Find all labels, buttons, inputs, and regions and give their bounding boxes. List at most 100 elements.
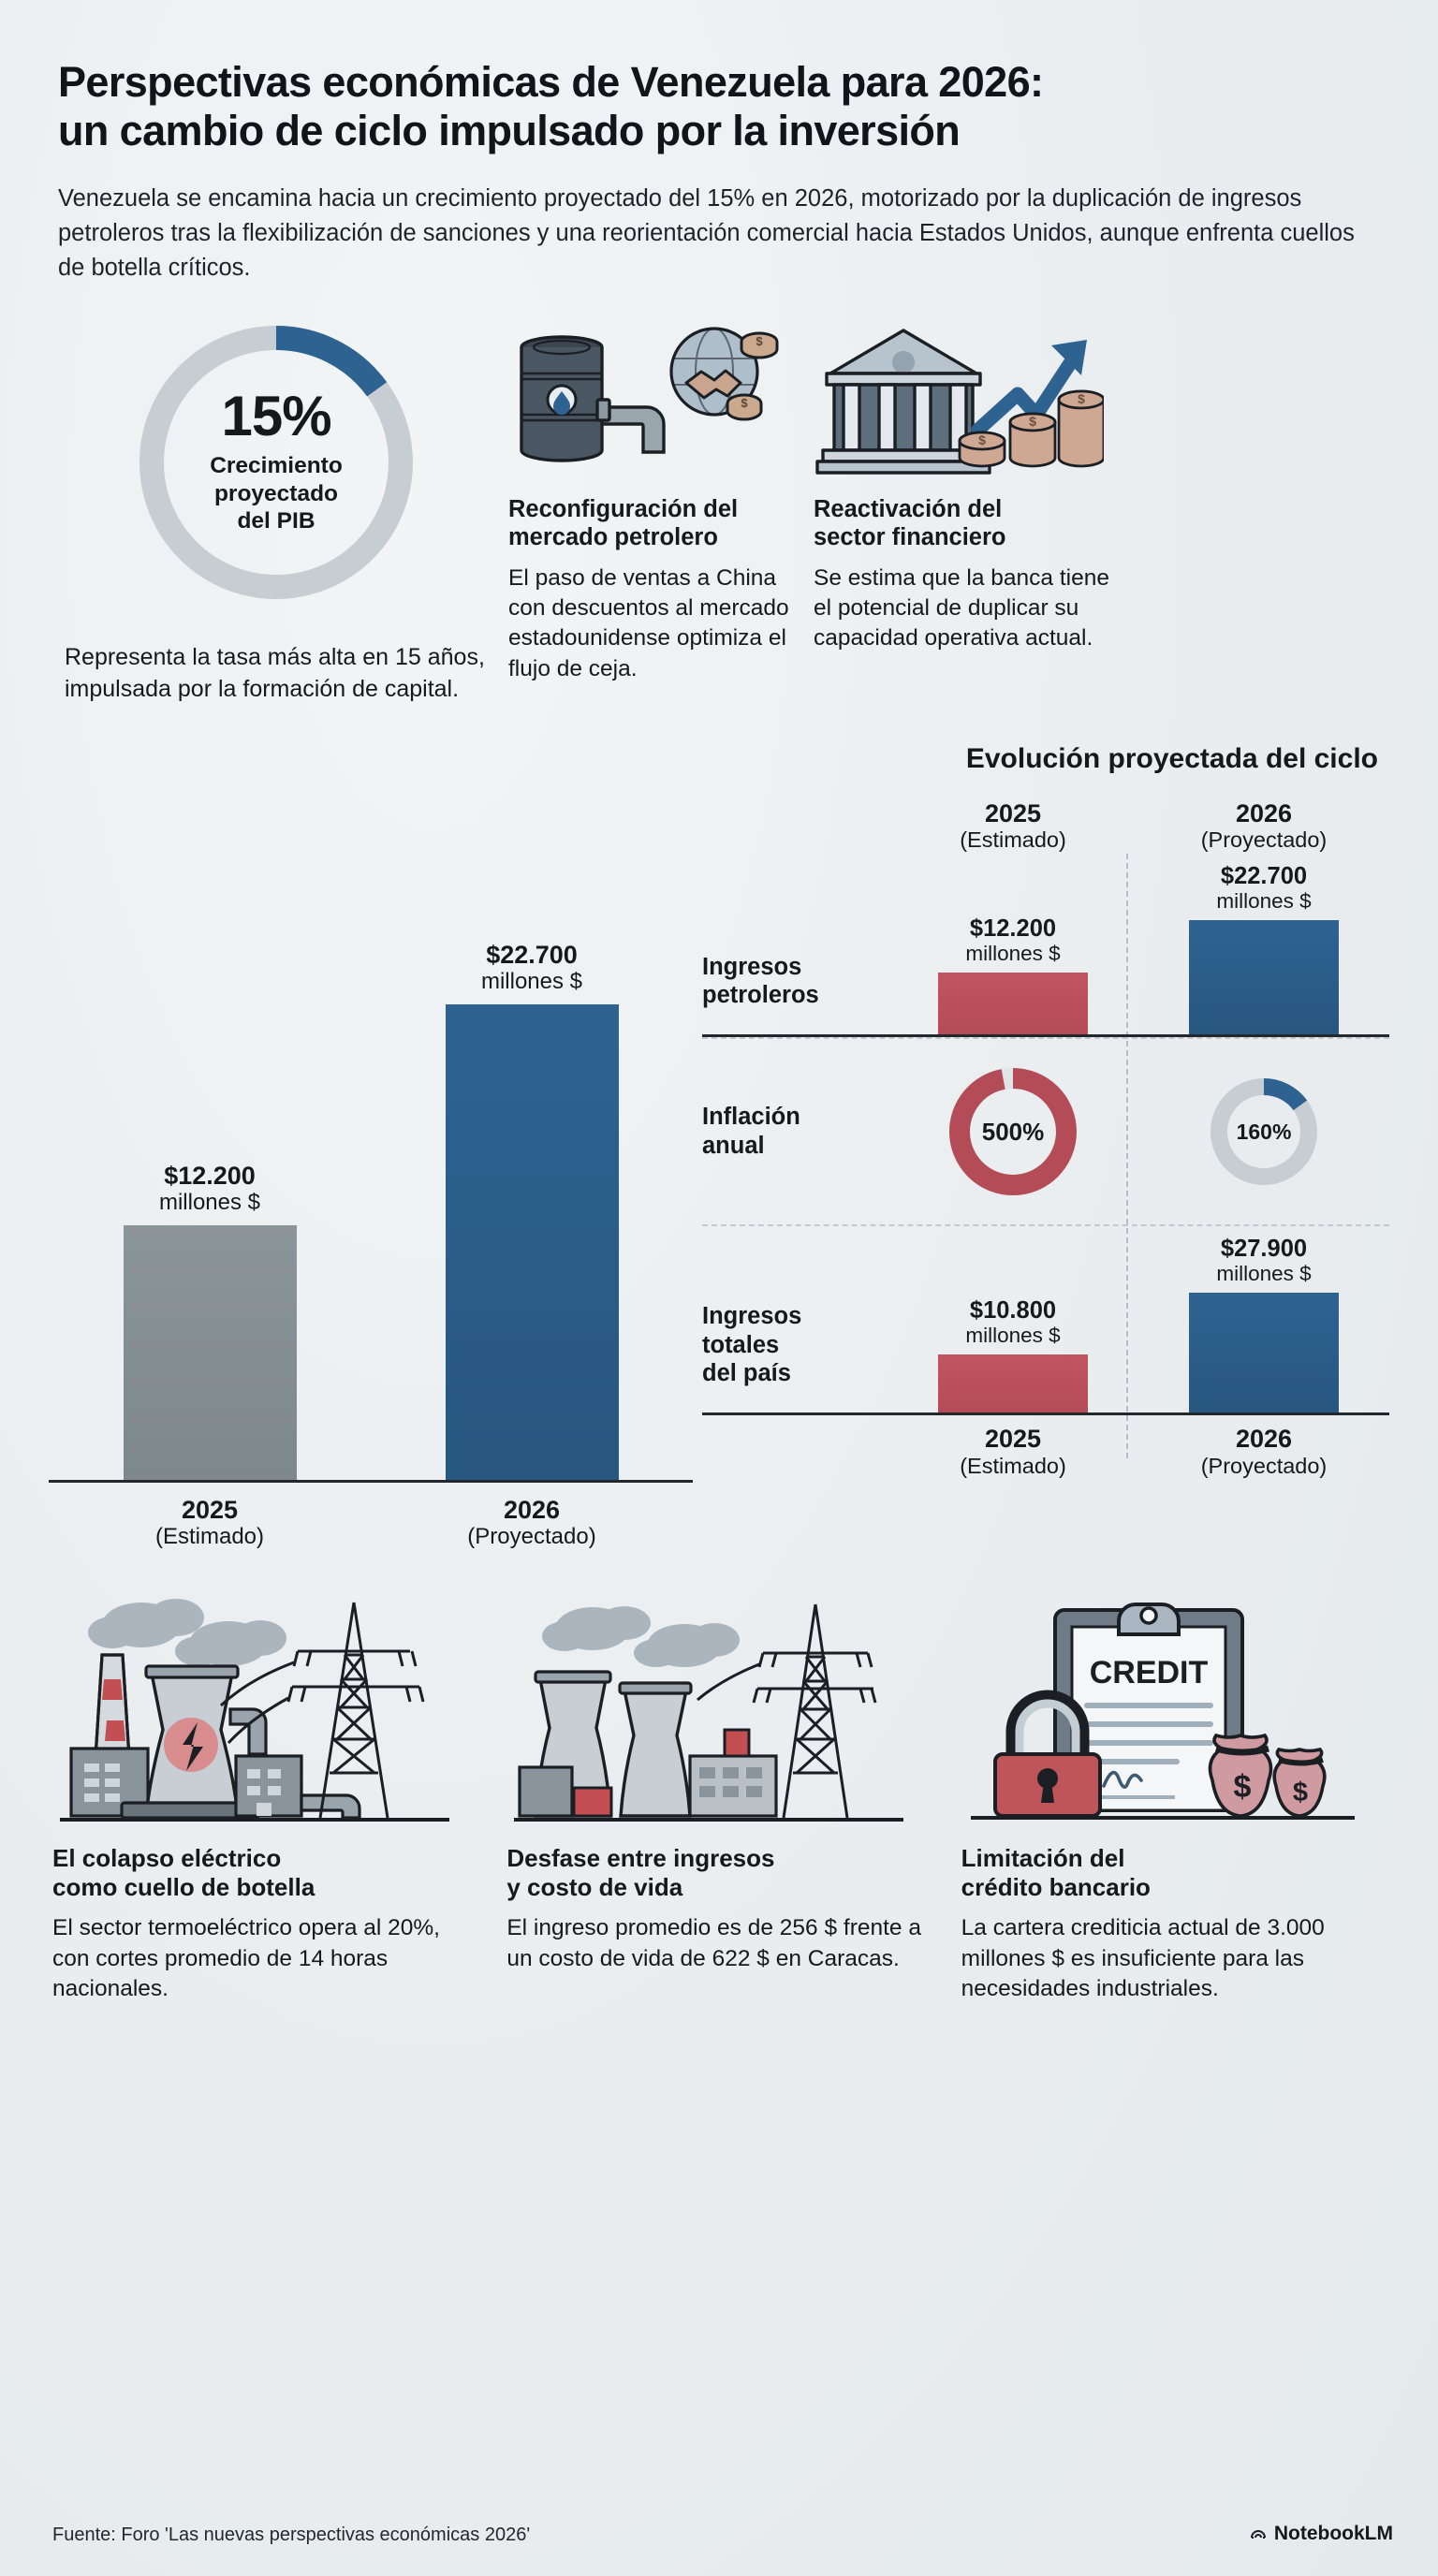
feature-card-oil: $ $ Reconfiguración del mercado petroler… xyxy=(508,314,806,685)
gdp-donut-center: 15% Crecimiento proyectado del PIB xyxy=(127,314,425,611)
notebooklm-brand: NotebookLM xyxy=(1249,2522,1393,2546)
tot-2025-bar xyxy=(938,1354,1088,1413)
title-line-1: Perspectivas económicas de Venezuela par… xyxy=(58,58,1044,106)
x-tick-2026: 2026 (Proyectado) xyxy=(419,1496,644,1551)
gdp-donut-value: 15% xyxy=(221,385,331,448)
elec-title-1: El colapso eléctrico xyxy=(52,1844,282,1873)
gdp-label-2: proyectado xyxy=(213,480,339,506)
gdp-label-3: del PIB xyxy=(237,508,315,534)
title-line-2: un cambio de ciclo impulsado por la inve… xyxy=(58,107,961,155)
svg-text:$: $ xyxy=(1293,1778,1308,1808)
cred-title-2: crédito bancario xyxy=(961,1873,1151,1902)
intro-paragraph: Venezuela se encamina hacia un crecimien… xyxy=(58,185,1355,281)
oil-revenue-bar-chart: $12.200 millones $ $22.700 millones $ 20… xyxy=(49,743,693,1551)
tot-row-label-2: totales xyxy=(702,1331,780,1358)
svg-text:$: $ xyxy=(1078,391,1085,406)
panel-x-2025-sub: (Estimado) xyxy=(960,1453,1066,1478)
inflation-2026-value: 160% xyxy=(1236,1119,1292,1144)
inflation-2026-donut: 160% xyxy=(1205,1073,1323,1191)
gdp-donut-label: Crecimiento proyectado del PIB xyxy=(210,452,343,534)
bar-unit-2025: millones $ xyxy=(158,1189,261,1215)
oil-title-2: mercado petrolero xyxy=(508,524,718,551)
feature-card-finance: $ $ $ Reactivación del sector financiero S… xyxy=(814,314,1123,654)
panel-row-total-label: Ingresos totales del país xyxy=(702,1302,888,1412)
panel-row-inflation: Inflación anual 500% xyxy=(702,1037,1389,1224)
panel-vertical-divider xyxy=(1126,853,1128,1459)
x-tick-2026-sub: (Proyectado) xyxy=(467,1523,596,1549)
panel-cell-total-2026-label: $27.900 millones $ xyxy=(1216,1236,1311,1285)
tot-2026-value: $27.900 xyxy=(1220,1235,1308,1262)
panel-row-total-income: Ingresos totales del país $10.800 millon… xyxy=(702,1224,1389,1416)
panel-title: Evolución proyectada del ciclo xyxy=(965,742,1378,774)
oil-2025-unit: millones $ xyxy=(965,941,1061,965)
bottleneck-card-electric: El colapso eléctrico como cuello de bote… xyxy=(52,1589,477,2004)
source-note: Fuente: Foro 'Las nuevas perspectivas ec… xyxy=(52,2525,531,2545)
svg-text:$: $ xyxy=(978,432,986,447)
bottleneck-card-income-title: Desfase entre ingresos y costo de vida xyxy=(506,1844,931,1902)
panel-x-tick-2026: 2026 (Proyectado) xyxy=(1138,1425,1389,1479)
panel-cell-total-2026: $27.900 millones $ xyxy=(1138,1236,1389,1413)
panel-col-2025: 2025 (Estimado) xyxy=(888,799,1138,854)
tot-row-label-1: Ingresos xyxy=(702,1303,802,1330)
panel-cell-total-2025-label: $10.800 millones $ xyxy=(965,1297,1060,1347)
elec-title-2: como cuello de botella xyxy=(52,1873,315,1902)
gdp-donut-note: Representa la tasa más alta en 15 años, … xyxy=(65,643,485,703)
svg-text:$: $ xyxy=(756,334,763,348)
inflation-2025-donut: 500% xyxy=(943,1061,1083,1202)
panel-x-2026-sub: (Proyectado) xyxy=(1200,1453,1328,1478)
gdp-donut-block: 15% Crecimiento proyectado del PIB Repre… xyxy=(51,314,501,706)
bar-label-2026: $22.700 millones $ xyxy=(481,941,582,994)
panel-x-tick-2025: 2025 (Estimado) xyxy=(888,1425,1138,1479)
notebooklm-label: NotebookLM xyxy=(1273,2523,1393,2544)
bottleneck-card-income-body: El ingreso promedio es de 256 $ frente a… xyxy=(506,1915,921,1971)
cooling-towers-pylon-icon xyxy=(506,1589,931,1823)
bar-2025 xyxy=(123,1224,297,1480)
inflation-2025-value: 500% xyxy=(981,1117,1045,1146)
oil-2025-value: $12.200 xyxy=(969,915,1057,942)
power-plant-pylon-icon xyxy=(52,1589,477,1823)
x-tick-2025: 2025 (Estimado) xyxy=(97,1496,322,1551)
panel-column-headers: 2025 (Estimado) 2026 (Proyectado) xyxy=(702,799,1389,854)
bar-group-2026: $22.700 millones $ xyxy=(419,941,644,1480)
infl-row-label-1: Inflación xyxy=(702,1104,800,1131)
header: Perspectivas económicas de Venezuela par… xyxy=(0,0,1438,285)
top-feature-row: 15% Crecimiento proyectado del PIB Repre… xyxy=(0,285,1438,706)
fin-title-1: Reactivación del xyxy=(814,495,1003,522)
panel-col-2025-sub: (Estimado) xyxy=(960,827,1066,853)
oil-2026-bar xyxy=(1189,920,1339,1035)
gdp-donut-svg xyxy=(139,325,413,599)
panel-col-2026-sub: (Proyectado) xyxy=(1200,827,1328,853)
notebooklm-logo-icon xyxy=(1249,2522,1268,2546)
feature-card-oil-title: Reconfiguración del mercado petrolero xyxy=(508,495,806,552)
panel-cell-inflation-2025: 500% xyxy=(888,1061,1138,1202)
panel-row-oil-label: Ingresos petroleros xyxy=(702,953,888,1034)
bar-group-2025: $12.200 millones $ xyxy=(97,1162,322,1480)
panel-col-2026: 2026 (Proyectado) xyxy=(1138,799,1389,854)
panel-x-2026-year: 2026 xyxy=(1235,1425,1293,1454)
bar-chart-plot: $12.200 millones $ $22.700 millones $ xyxy=(49,743,693,1483)
page-title: Perspectivas económicas de Venezuela par… xyxy=(58,58,1380,155)
panel-cell-oil-2026: $22.700 millones $ xyxy=(1138,862,1389,1035)
svg-text:$: $ xyxy=(1029,414,1036,429)
panel-col-2026-year: 2026 xyxy=(1235,798,1293,827)
bar-label-2025: $12.200 millones $ xyxy=(159,1162,260,1215)
bottleneck-cards-row: El colapso eléctrico como cuello de bote… xyxy=(0,1550,1438,2004)
gdp-label-1: Crecimiento xyxy=(210,453,343,479)
tot-2026-unit: millones $ xyxy=(1216,1261,1312,1285)
panel-x-2025-year: 2025 xyxy=(984,1425,1042,1454)
oil-2025-bar xyxy=(938,973,1088,1035)
tot-2025-unit: millones $ xyxy=(965,1323,1061,1347)
bar-value-2026: $22.700 xyxy=(486,941,578,970)
bottleneck-card-electric-title: El colapso eléctrico como cuello de bote… xyxy=(52,1844,477,1902)
bar-value-2025: $12.200 xyxy=(164,1162,256,1191)
credit-clipboard-lock-moneybags-icon: CREDIT $ xyxy=(961,1589,1386,1823)
inc-title-2: y costo de vida xyxy=(506,1873,683,1902)
panel-row-inflation-label: Inflación anual xyxy=(702,1103,888,1160)
oil-2026-value: $22.700 xyxy=(1220,862,1308,889)
inc-title-1: Desfase entre ingresos xyxy=(506,1844,775,1873)
credit-clipboard-word: CREDIT xyxy=(1089,1655,1208,1690)
bank-growth-coins-icon: $ $ $ xyxy=(814,317,1123,482)
svg-text:$: $ xyxy=(1233,1769,1251,1805)
oil-row-label-1: Ingresos xyxy=(702,953,802,980)
infl-row-label-2: anual xyxy=(702,1133,765,1160)
